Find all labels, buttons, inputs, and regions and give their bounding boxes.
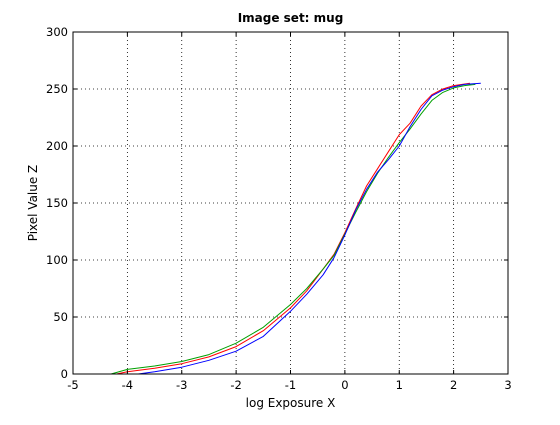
y-tick-label: 250: [46, 82, 68, 96]
x-tick-label: 0: [341, 378, 348, 392]
y-tick-label: 200: [46, 139, 68, 153]
x-tick-label: -2: [230, 378, 241, 392]
x-tick-label: -3: [176, 378, 187, 392]
y-axis-label: Pixel Value Z: [26, 165, 40, 242]
grid-lines: [73, 32, 508, 374]
y-tick-label: 300: [46, 25, 68, 39]
y-tick-label: 150: [46, 196, 68, 210]
x-tick-label: -4: [122, 378, 133, 392]
x-axis-label: log Exposure X: [246, 396, 336, 410]
axis-ticks: -5 -4 -3 -2 -1 0 1 2 3 0 50 100 150 200 250 300: [46, 25, 512, 392]
series-line-3: [138, 82, 481, 375]
x-tick-label: 2: [450, 378, 457, 392]
y-tick-label: 50: [53, 310, 68, 324]
y-tick-label: 100: [46, 253, 68, 267]
x-tick-label: 3: [504, 378, 511, 392]
x-tick-label: 1: [396, 378, 403, 392]
x-tick-label: -5: [67, 378, 78, 392]
y-tick-label: 0: [61, 367, 68, 381]
series-line-1: [116, 82, 470, 375]
series-group: [110, 82, 481, 375]
chart-title: Image set: mug: [238, 11, 344, 25]
plot-area: [73, 32, 508, 374]
x-tick-label: -1: [285, 378, 296, 392]
